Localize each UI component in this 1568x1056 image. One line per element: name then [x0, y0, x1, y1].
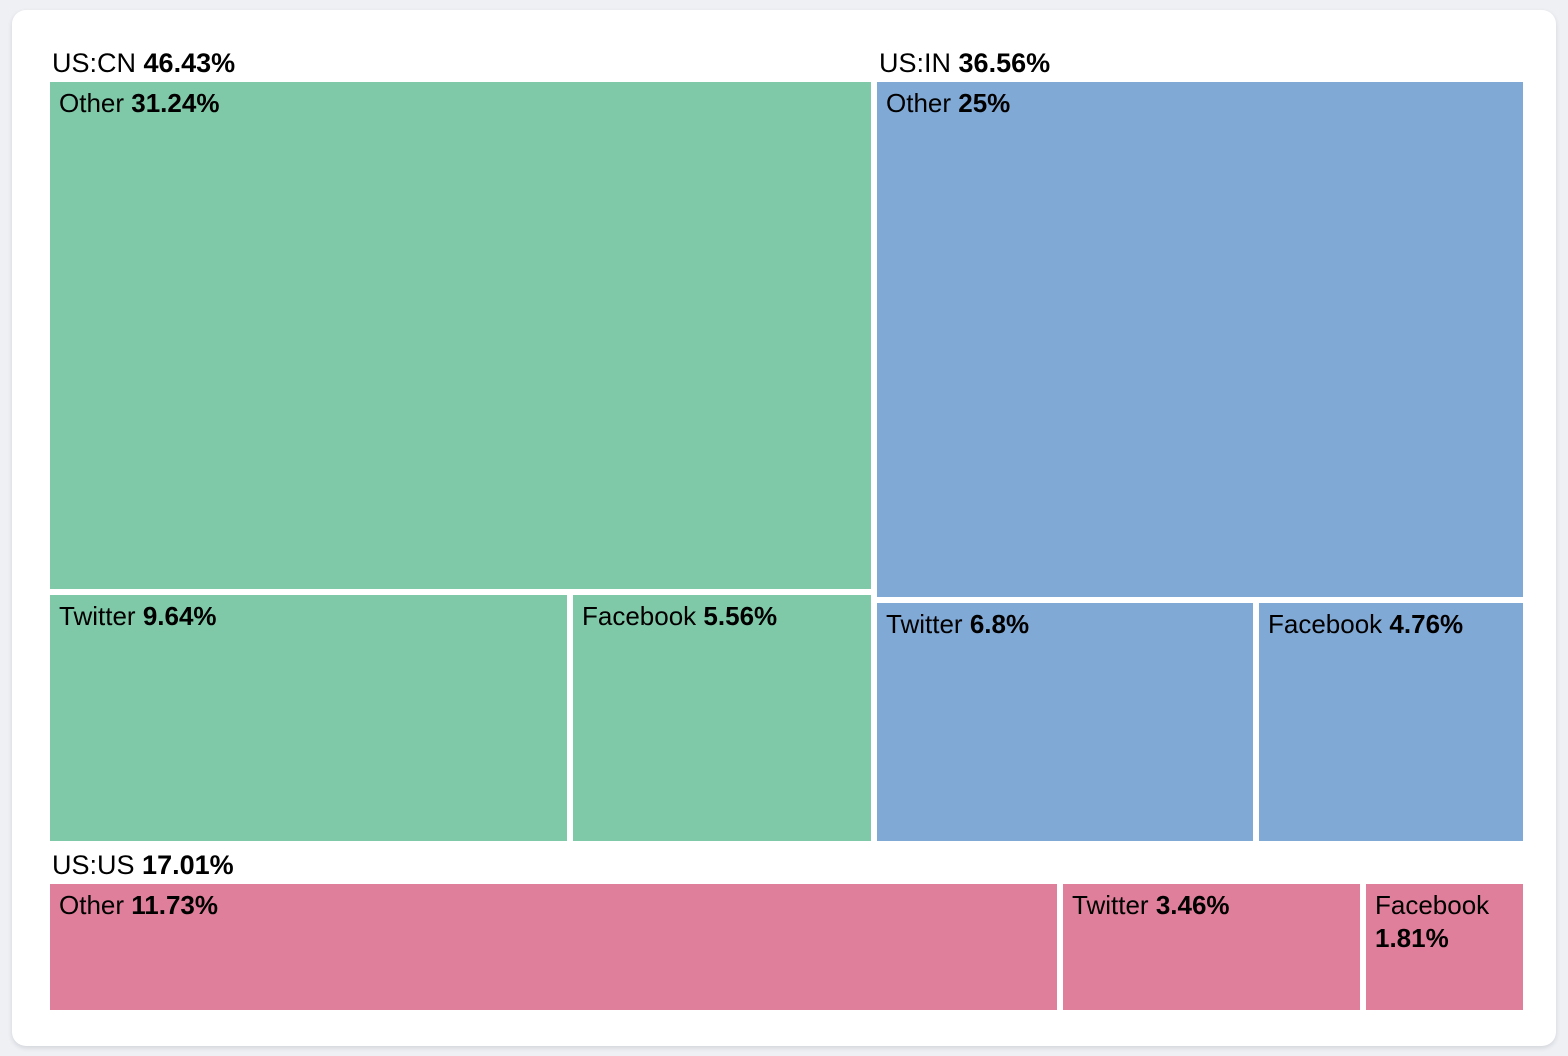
group-name: US:CN — [52, 48, 137, 78]
cell-percent: 9.64% — [142, 601, 217, 631]
cell-us-in-facebook[interactable]: Facebook 4.76% — [1259, 603, 1523, 841]
cell-us-us-twitter[interactable]: Twitter 3.46% — [1063, 884, 1360, 1010]
group-percent: 46.43% — [143, 48, 236, 78]
cell-name: Other — [886, 88, 952, 118]
group-label-us-in: US:IN 36.56% — [879, 45, 1050, 81]
cell-label: Other 25% — [877, 82, 1523, 120]
cell-percent: 1.81% — [1375, 923, 1449, 954]
cell-percent: 6.8% — [969, 609, 1030, 639]
cell-name: Twitter — [886, 609, 963, 639]
cell-name: Facebook — [582, 601, 697, 631]
cell-percent: 3.46% — [1155, 890, 1230, 920]
cell-label: Facebook 1.81% — [1366, 884, 1523, 956]
group-name: US:US — [52, 850, 135, 880]
cell-label: Twitter 3.46% — [1063, 884, 1360, 922]
cell-us-in-twitter[interactable]: Twitter 6.8% — [877, 603, 1253, 841]
group-percent: 17.01% — [142, 850, 234, 880]
cell-label: Other 31.24% — [50, 82, 871, 120]
cell-name: Other — [59, 890, 125, 920]
cell-us-us-other[interactable]: Other 11.73% — [50, 884, 1057, 1010]
cell-name: Twitter — [59, 601, 136, 631]
cell-us-cn-twitter[interactable]: Twitter 9.64% — [50, 595, 567, 841]
cell-percent: 31.24% — [131, 88, 220, 118]
cell-percent: 4.76% — [1389, 609, 1464, 639]
cell-percent: 11.73% — [131, 890, 219, 920]
group-name: US:IN — [879, 48, 952, 78]
cell-us-cn-other[interactable]: Other 31.24% — [50, 82, 871, 589]
cell-label: Facebook 4.76% — [1259, 603, 1523, 641]
cell-us-cn-facebook[interactable]: Facebook 5.56% — [573, 595, 871, 841]
group-label-us-us: US:US 17.01% — [52, 847, 234, 883]
group-label-us-cn: US:CN 46.43% — [52, 45, 235, 81]
treemap-chart: US:CN 46.43% Other 31.24% Twitter 9.64% … — [50, 45, 1523, 1010]
cell-label: Other 11.73% — [50, 884, 1057, 922]
cell-label: Facebook 5.56% — [573, 595, 871, 633]
cell-percent: 5.56% — [703, 601, 778, 631]
cell-name: Twitter — [1072, 890, 1149, 920]
cell-name: Facebook — [1375, 890, 1490, 920]
group-percent: 36.56% — [958, 48, 1051, 78]
cell-label: Twitter 9.64% — [50, 595, 567, 633]
cell-name: Facebook — [1268, 609, 1383, 639]
cell-percent: 25% — [958, 88, 1011, 118]
treemap-card: US:CN 46.43% Other 31.24% Twitter 9.64% … — [12, 10, 1556, 1046]
cell-label: Twitter 6.8% — [877, 603, 1253, 641]
cell-name: Other — [59, 88, 125, 118]
cell-us-in-other[interactable]: Other 25% — [877, 82, 1523, 597]
cell-us-us-facebook[interactable]: Facebook 1.81% — [1366, 884, 1523, 1010]
